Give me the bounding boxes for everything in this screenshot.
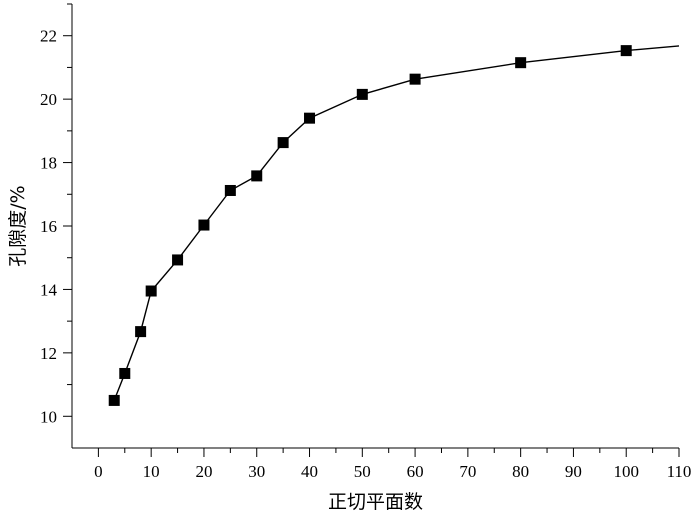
y-tick-label: 14 [40, 280, 58, 299]
data-point-marker [356, 88, 368, 100]
y-tick-label: 20 [40, 90, 57, 109]
data-point-marker [277, 137, 289, 149]
y-tick-label: 22 [40, 27, 57, 46]
x-tick-label: 100 [613, 462, 639, 481]
x-ticks: 0 10 20 30 40 50 60 70 80 90 100 110 [94, 448, 691, 481]
x-tick-label: 30 [248, 462, 265, 481]
x-tick-label: 110 [667, 462, 692, 481]
data-point-marker [620, 45, 632, 57]
data-point-marker [172, 254, 184, 266]
x-axis-title: 正切平面数 [328, 491, 423, 513]
y-ticks: 10 12 14 16 18 20 22 [40, 3, 72, 426]
data-point-marker [409, 73, 421, 85]
data-point-marker [198, 219, 210, 231]
data-point-marker [224, 184, 236, 196]
plot-area [108, 45, 680, 406]
data-point-marker [251, 170, 263, 182]
y-tick-label: 12 [40, 344, 57, 363]
data-point-marker [119, 367, 131, 379]
y-tick-label: 18 [40, 154, 57, 173]
x-tick-label: 0 [94, 462, 103, 481]
x-tick-label: 20 [195, 462, 212, 481]
x-tick-label: 60 [407, 462, 424, 481]
x-tick-label: 70 [459, 462, 476, 481]
x-tick-label: 10 [143, 462, 160, 481]
data-point-marker [108, 394, 120, 406]
x-tick-label: 50 [354, 462, 371, 481]
data-point-marker [135, 326, 147, 338]
x-tick-label: 80 [512, 462, 529, 481]
y-axis-title: 孔隙度/% [7, 185, 29, 266]
data-point-marker [145, 285, 157, 297]
x-tick-label: 90 [565, 462, 582, 481]
data-point-marker [515, 57, 527, 69]
data-point-marker [304, 112, 316, 124]
axes [71, 4, 679, 449]
y-tick-label: 10 [40, 407, 57, 426]
y-tick-label: 16 [40, 217, 57, 236]
x-tick-label: 40 [301, 462, 318, 481]
